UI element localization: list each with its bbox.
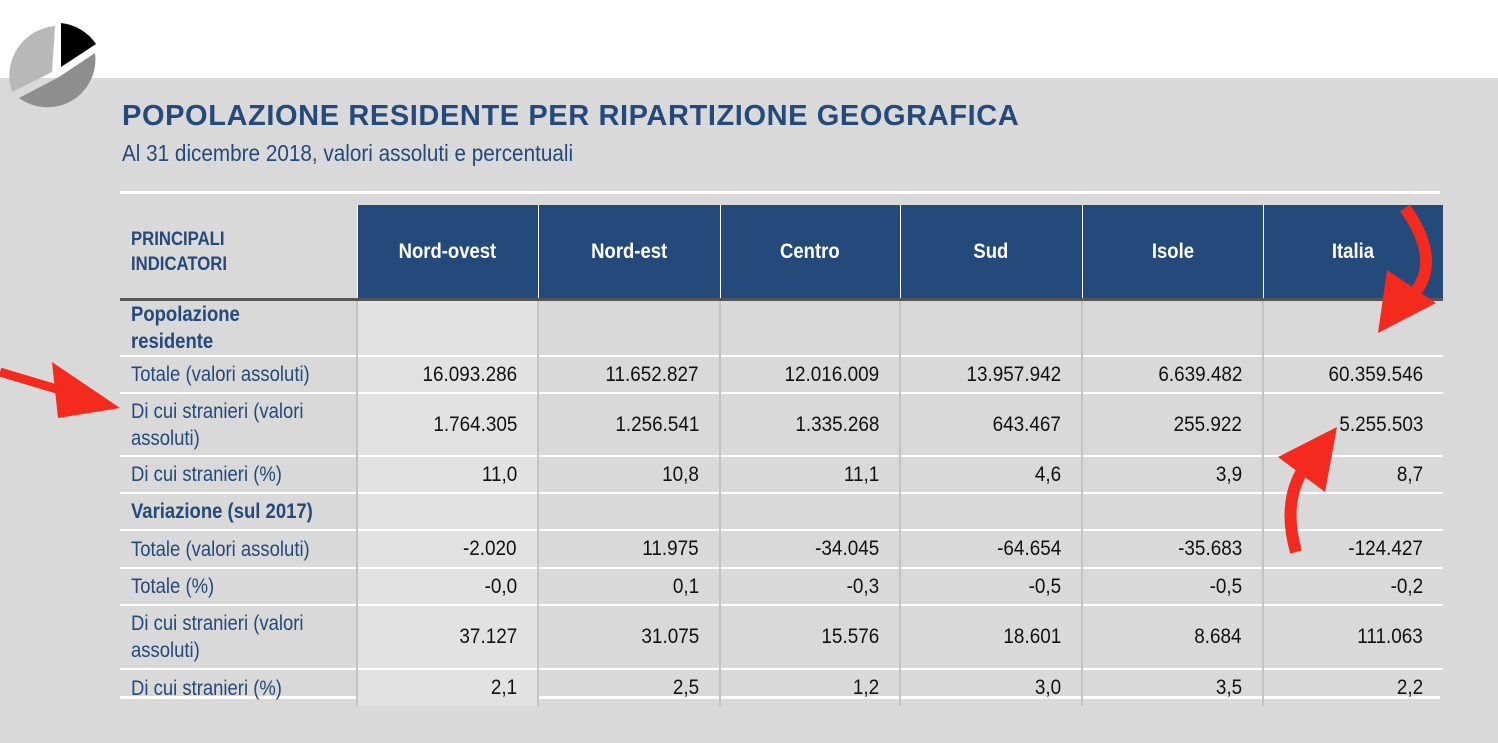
table-header: PRINCIPALI INDICATORI Nord-ovest Nord-es… [120, 205, 1443, 300]
table-cell [356, 298, 538, 356]
table-cell: -124.427 [1262, 529, 1443, 568]
table-cell [719, 298, 900, 356]
table-cell [1081, 298, 1263, 356]
table-cell: -0,3 [719, 567, 900, 605]
divider-top [120, 191, 1440, 194]
table-cell [899, 298, 1082, 356]
column-header: Sud [899, 205, 1082, 300]
table-cell: 16.093.286 [356, 355, 538, 393]
table-cell: 3,0 [899, 668, 1082, 706]
table-cell [356, 492, 538, 530]
table-cell: 0,1 [537, 567, 720, 605]
table-cell: -0,5 [899, 567, 1082, 605]
table-row: Totale (%) -0,0 0,1 -0,3 -0,5 -0,5 -0,2 [120, 567, 1443, 605]
table-row: Totale (valori assoluti) -2.020 11.975 -34.… [120, 529, 1443, 568]
table-cell: 8.684 [1081, 604, 1263, 669]
table-row: Popolazione residente [120, 298, 1443, 356]
table-cell: -2.020 [356, 529, 538, 568]
table-cell: 13.957.942 [899, 355, 1082, 393]
column-header: Isole [1081, 205, 1263, 300]
page-title: POPOLAZIONE RESIDENTE PER RIPARTIZIONE G… [122, 100, 1020, 132]
column-header: Nord-ovest [356, 205, 538, 300]
table-cell: 11.652.827 [537, 355, 720, 393]
table-cell: 11.975 [537, 529, 720, 568]
table-cell: 15.576 [719, 604, 900, 669]
table-row: Di cui stranieri (valori assoluti) 37.127… [120, 604, 1443, 669]
table-cell: 1.335.268 [719, 392, 900, 456]
row-label: Di cui stranieri (%) [120, 668, 357, 706]
table-cell: 8,7 [1262, 455, 1443, 493]
row-label: Variazione (sul 2017) [120, 492, 357, 530]
row-label: Totale (valori assoluti) [120, 355, 357, 393]
table-cell [537, 492, 720, 530]
row-label: Popolazione residente [120, 298, 357, 356]
row-label: Di cui stranieri (valori assoluti) [120, 392, 357, 456]
pie-chart-icon [9, 23, 96, 108]
table-cell: 643.467 [899, 392, 1082, 456]
column-header: Italia [1262, 205, 1443, 300]
table-cell: -0,5 [1081, 567, 1263, 605]
table-cell: 255.922 [1081, 392, 1263, 456]
row-label: Totale (%) [120, 567, 357, 605]
table-cell: 2,2 [1262, 668, 1443, 706]
table-cell: 2,1 [356, 668, 538, 706]
table-cell: 12.016.009 [719, 355, 900, 393]
table-cell: -64.654 [899, 529, 1082, 568]
table-cell [1081, 492, 1263, 530]
table-cell: 4,6 [899, 455, 1082, 493]
table-cell [899, 492, 1082, 530]
table-cell [719, 492, 900, 530]
row-label: Di cui stranieri (%) [120, 455, 357, 493]
table-cell [537, 298, 720, 356]
table-cell: 3,9 [1081, 455, 1263, 493]
table-row: Di cui stranieri (%) 2,1 2,5 1,2 3,0 3,5 2,2 [120, 668, 1443, 706]
table-cell: 37.127 [356, 604, 538, 669]
table-cell: 5.255.503 [1262, 392, 1443, 456]
column-header: Centro [719, 205, 900, 300]
table-cell: 11,0 [356, 455, 538, 493]
table-row: Di cui stranieri (%) 11,0 10,8 11,1 4,6 3,9 8,… [120, 455, 1443, 493]
indicators-table: PRINCIPALI INDICATORI Nord-ovest Nord-es… [120, 205, 1443, 706]
table-cell: 31.075 [537, 604, 720, 669]
row-label: Di cui stranieri (valori assoluti) [120, 604, 357, 669]
table-cell: -34.045 [719, 529, 900, 568]
table-cell: 1.256.541 [537, 392, 720, 456]
table-cell [1262, 492, 1443, 530]
corner-header: PRINCIPALI INDICATORI [120, 205, 357, 300]
table-cell: 111.063 [1262, 604, 1443, 669]
table-cell [1262, 298, 1443, 356]
table-row: Totale (valori assoluti) 16.093.286 11.652… [120, 355, 1443, 393]
table-cell: 6.639.482 [1081, 355, 1263, 393]
table-row: Variazione (sul 2017) [120, 492, 1443, 530]
row-label: Totale (valori assoluti) [120, 529, 357, 568]
table-cell: 2,5 [537, 668, 720, 706]
table-cell: -0,2 [1262, 567, 1443, 605]
table-cell: 10,8 [537, 455, 720, 493]
table-cell: -0,0 [356, 567, 538, 605]
column-header: Nord-est [537, 205, 720, 300]
table-cell: 3,5 [1081, 668, 1263, 706]
table-cell: -35.683 [1081, 529, 1263, 568]
table-cell: 60.359.546 [1262, 355, 1443, 393]
page-subtitle: Al 31 dicembre 2018, valori assoluti e p… [122, 140, 574, 166]
table-cell: 1,2 [719, 668, 900, 706]
table-cell: 1.764.305 [356, 392, 538, 456]
table-cell: 11,1 [719, 455, 900, 493]
table-row: Di cui stranieri (valori assoluti) 1.764.… [120, 392, 1443, 456]
table-cell: 18.601 [899, 604, 1082, 669]
